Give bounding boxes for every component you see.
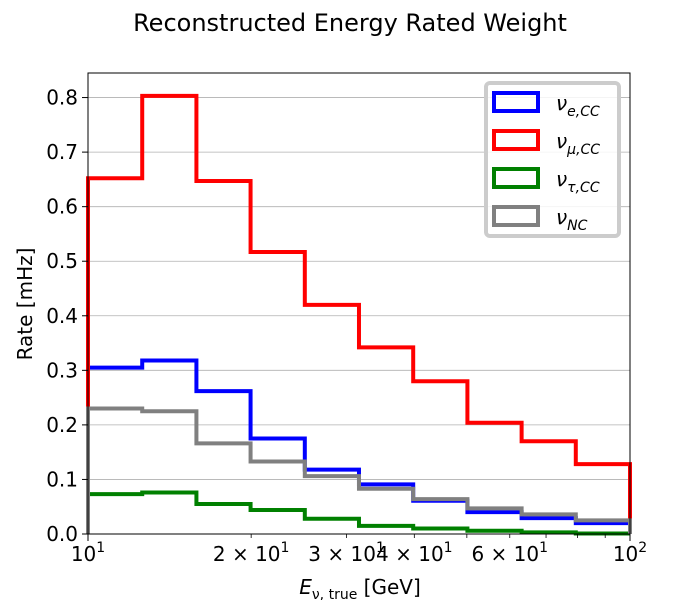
legend-swatch-2 — [492, 129, 540, 151]
x-tick-label: 2 × 101 — [213, 540, 290, 566]
x-tick-label: 6 × 101 — [471, 540, 548, 566]
series-line-4 — [86, 406, 632, 534]
legend-swatch-4 — [492, 205, 540, 227]
y-tick-label: 0.8 — [46, 86, 78, 110]
y-tick-label: 0.3 — [46, 358, 78, 382]
x-tick-label: 102 — [613, 540, 647, 566]
series-line-3 — [86, 490, 632, 536]
x-axis-label: Eν, true [GeV] — [299, 575, 421, 600]
legend-swatch-3 — [492, 167, 540, 189]
legend-label-2: νμ,CC — [556, 129, 600, 158]
legend-label-1: νe,CC — [556, 91, 600, 120]
chart-title: Reconstructed Energy Rated Weight — [133, 9, 567, 37]
legend-label-4: νNC — [556, 205, 588, 234]
y-tick-label: 0.2 — [46, 413, 78, 437]
series-line-2 — [86, 93, 632, 534]
legend-box — [484, 81, 621, 238]
y-tick-label: 0.6 — [46, 195, 78, 219]
x-tick-label: 4 × 101 — [376, 540, 453, 566]
plot-frame — [87, 72, 631, 535]
y-tick-label: 0.4 — [46, 304, 78, 328]
y-tick-label: 0.1 — [46, 467, 78, 491]
x-tick-label: 3 × 101 — [308, 540, 385, 566]
y-axis: 0.0 0.1 0.2 0.3 0.4 0.5 0.6 0.7 0.8 — [46, 86, 88, 546]
legend: νe,CC νμ,CC ντ,CC νNC — [484, 81, 621, 238]
legend-label-3: ντ,CC — [556, 167, 600, 196]
x-tick-label: 101 — [71, 540, 105, 566]
legend-swatch-1 — [492, 91, 540, 113]
y-tick-label: 0.5 — [46, 249, 78, 273]
series-group — [86, 93, 632, 536]
y-tick-label: 0.0 — [46, 522, 78, 546]
y-tick-label: 0.7 — [46, 140, 78, 164]
y-axis-label: Rate [mHz] — [13, 248, 37, 361]
